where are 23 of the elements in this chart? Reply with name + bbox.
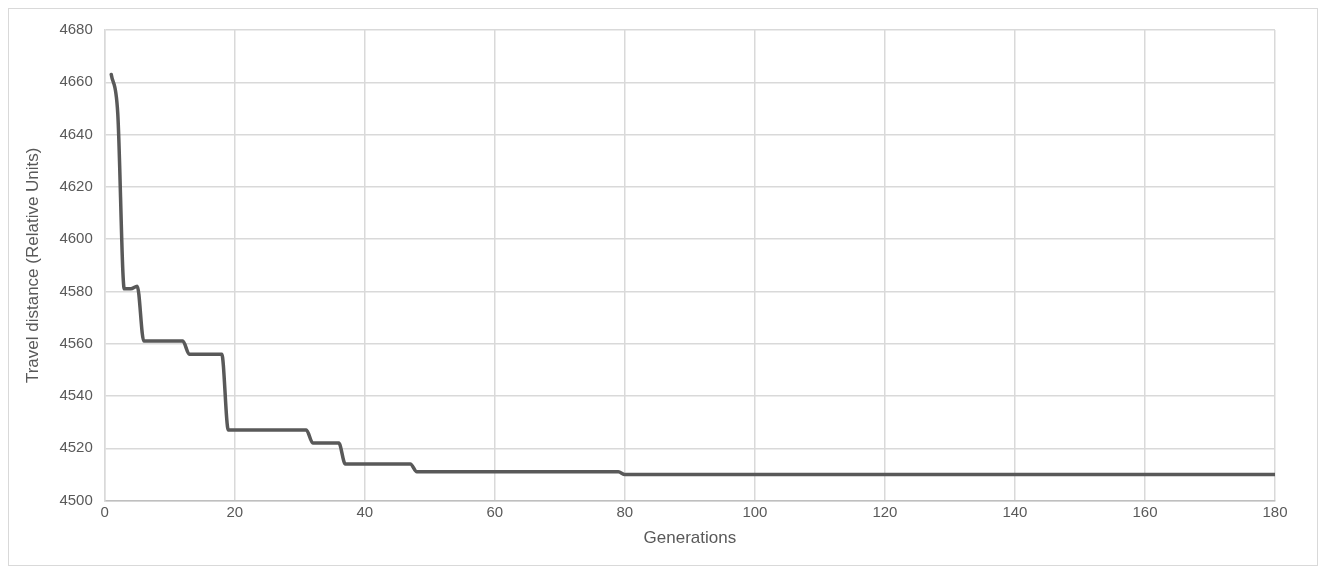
line-series (109, 72, 1275, 477)
y-tick-label: 4560 (59, 333, 93, 351)
x-tick-label: 160 (1132, 502, 1158, 520)
x-tick-label: 0 (100, 502, 109, 520)
y-tick-label: 4600 (59, 229, 93, 247)
x-tick-label: 20 (226, 502, 244, 520)
y-tick-label: 4640 (59, 124, 93, 142)
x-axis-title: Generations (643, 528, 737, 548)
y-tick-label: 4620 (59, 177, 93, 195)
y-axis-title: Travel distance (Relative Units) (22, 147, 42, 384)
y-tick-label: 4520 (59, 438, 93, 456)
y-tick-label: 4680 (59, 20, 93, 38)
y-tick-label: 4500 (59, 490, 93, 508)
y-tick-label: 4660 (59, 72, 93, 90)
x-tick-label: 60 (486, 502, 504, 520)
y-tick-label: 4580 (59, 281, 93, 299)
x-tick-label: 80 (616, 502, 634, 520)
x-tick-label: 120 (872, 502, 898, 520)
x-tick-label: 180 (1262, 502, 1288, 520)
x-tick-label: 140 (1002, 502, 1028, 520)
y-tick-label: 4540 (59, 386, 93, 404)
x-tick-label: 40 (356, 502, 374, 520)
x-tick-label: 100 (742, 502, 768, 520)
